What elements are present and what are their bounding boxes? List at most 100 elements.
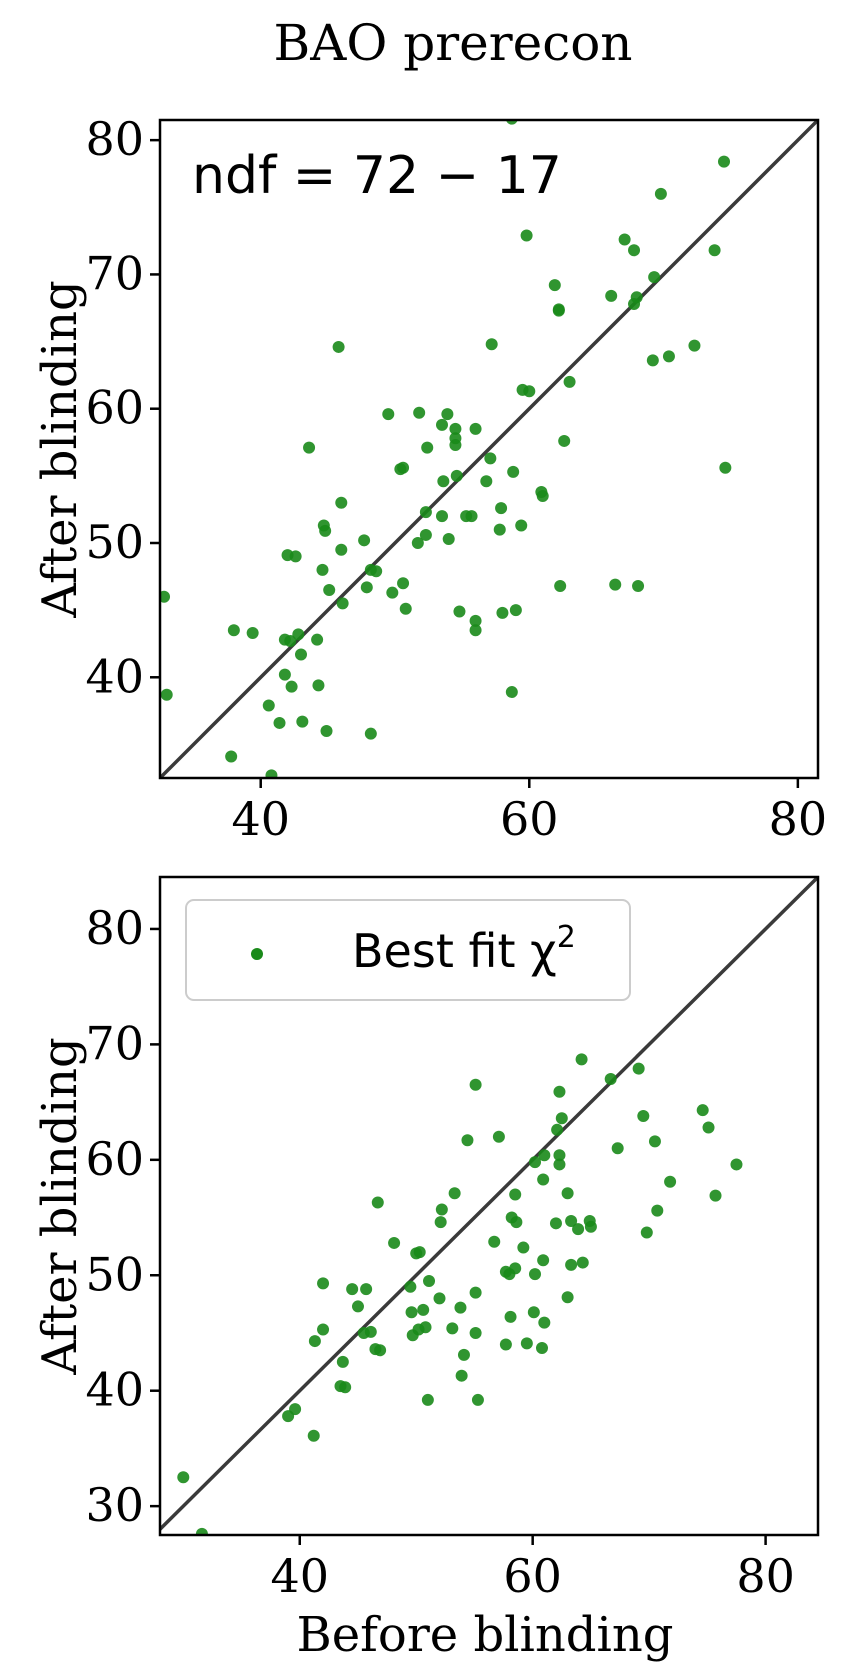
data-point [469, 1078, 482, 1091]
legend-entry: Best fit χ2 [352, 920, 576, 978]
x-tick-label: 60 [503, 1549, 562, 1603]
data-point [503, 1268, 516, 1281]
data-point [346, 1283, 359, 1296]
data-point [618, 233, 631, 246]
data-point [360, 581, 373, 594]
data-point [292, 628, 305, 641]
data-point [505, 120, 518, 125]
data-point [336, 597, 349, 610]
data-point [454, 1301, 467, 1314]
data-point [417, 1303, 430, 1316]
x-tick-label: 60 [500, 792, 559, 846]
data-point [605, 289, 618, 302]
data-point [436, 418, 448, 431]
data-point [576, 1256, 589, 1269]
y-tick-label: 50 [85, 515, 144, 569]
data-point [386, 586, 399, 599]
bottom-points [177, 1053, 743, 1535]
data-point [371, 1196, 384, 1209]
data-point [265, 769, 278, 778]
data-point [553, 1158, 566, 1171]
data-point [316, 563, 329, 576]
data-point [442, 532, 455, 545]
data-point [575, 1053, 588, 1066]
data-point [509, 1188, 522, 1201]
data-point [469, 614, 482, 627]
y-tick-label: 50 [85, 1247, 144, 1301]
data-point [307, 1429, 320, 1442]
data-point [336, 1355, 349, 1368]
data-point [246, 626, 259, 639]
data-point [662, 350, 675, 363]
data-point [535, 1341, 548, 1354]
data-point [664, 1175, 677, 1188]
data-point [335, 543, 348, 556]
y-tick-label: 60 [85, 381, 144, 435]
data-point [413, 1246, 426, 1259]
data-point [719, 461, 732, 474]
data-point [688, 339, 701, 352]
y-tick-label: 40 [85, 1363, 144, 1417]
top-diagonal [160, 120, 818, 778]
top-scatter-panel: 40 60 80 40 50 60 70 80 After blinding ndf = 7… [32, 112, 827, 846]
data-point [708, 244, 721, 257]
data-point [296, 715, 309, 728]
data-point [565, 1215, 578, 1228]
y-tick-label: 80 [85, 112, 144, 166]
data-point [495, 502, 508, 515]
data-point [449, 438, 462, 451]
bottom-y-ticks: 30 40 50 60 70 80 [85, 901, 160, 1532]
bottom-xlabel: Before blinding [296, 1607, 673, 1663]
data-point [388, 1236, 401, 1249]
data-point [295, 648, 307, 661]
data-point [554, 579, 567, 592]
data-point [709, 1189, 722, 1202]
data-point [551, 1123, 564, 1136]
data-point [640, 1226, 653, 1239]
data-point [446, 1322, 459, 1335]
data-point [538, 1149, 551, 1162]
legend-superscript: 2 [557, 920, 576, 955]
data-point [423, 1275, 436, 1288]
data-point [289, 550, 302, 563]
data-point [399, 602, 412, 615]
y-tick-label: 40 [85, 649, 144, 703]
legend-label: Best fit χ [352, 924, 557, 978]
data-point [282, 1410, 295, 1423]
y-tick-label: 70 [85, 246, 144, 300]
data-point [523, 385, 536, 398]
data-point [510, 1216, 523, 1229]
data-point [394, 463, 407, 476]
data-point [493, 523, 506, 536]
data-point [419, 506, 432, 519]
data-point [382, 408, 395, 421]
y-tick-label: 70 [85, 1016, 144, 1070]
data-point [435, 1203, 448, 1216]
legend-box [185, 899, 631, 1001]
identity-line [160, 120, 818, 778]
data-point [611, 1142, 624, 1155]
top-y-ticks: 40 50 60 70 80 [85, 112, 160, 703]
data-point [332, 340, 345, 353]
data-point [480, 475, 493, 488]
data-point [160, 590, 171, 603]
data-point [469, 624, 482, 637]
data-point [549, 1217, 562, 1230]
top-x-ticks: 40 60 80 [231, 778, 827, 846]
bottom-plot-frame [158, 875, 820, 1537]
data-point [449, 422, 462, 435]
data-point [225, 750, 238, 763]
data-point [457, 1348, 470, 1361]
data-point [471, 1393, 484, 1406]
data-point [584, 1220, 597, 1233]
data-point [308, 1335, 321, 1348]
data-point [529, 1268, 542, 1281]
identity-line [160, 877, 818, 1532]
data-point [696, 1104, 709, 1117]
data-point [637, 1109, 650, 1122]
data-point [437, 475, 450, 488]
data-point [450, 469, 463, 482]
data-point [484, 452, 497, 465]
data-point [370, 565, 383, 578]
data-point [536, 490, 549, 502]
